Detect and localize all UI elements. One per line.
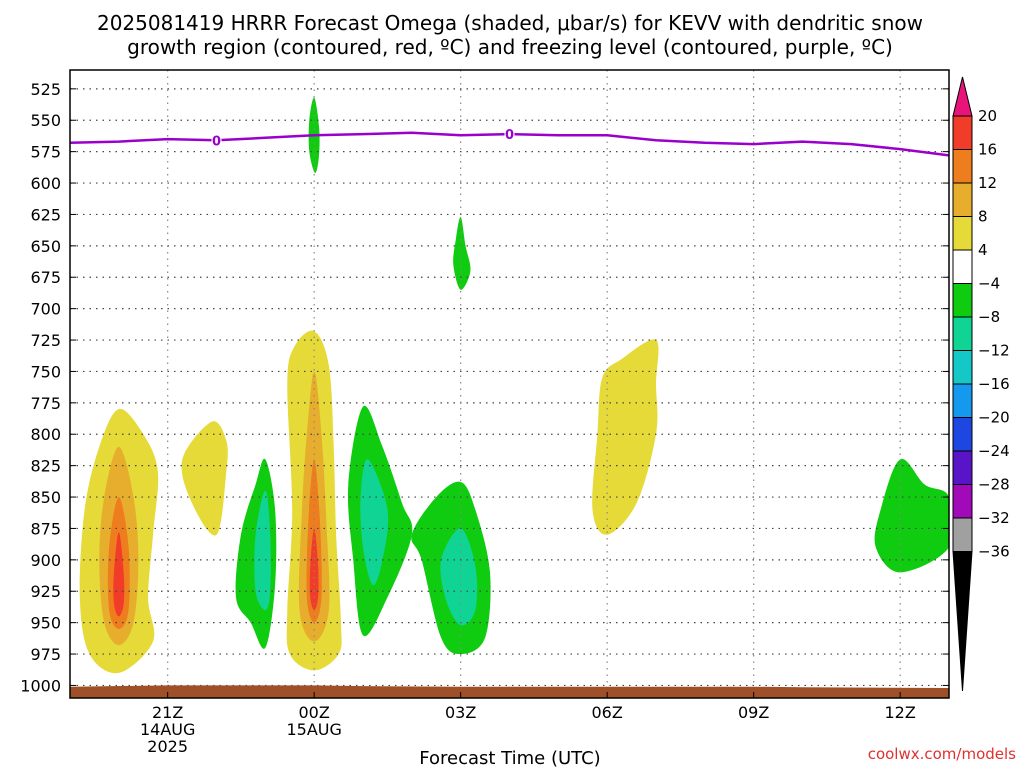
omega-region [453, 216, 471, 290]
colorbar-label: −28 [978, 476, 1010, 494]
y-tick-label: 875 [30, 519, 61, 538]
omega-shading [79, 97, 949, 674]
colorbar-label: 12 [978, 174, 997, 192]
y-tick-label: 850 [30, 488, 61, 507]
y-tick-label: 925 [30, 582, 61, 601]
colorbar-swatch [952, 484, 973, 519]
omega-region [181, 421, 228, 536]
x-tick-label: 21Z [152, 703, 183, 722]
surface-terrain [70, 685, 949, 698]
contour-label-bg [211, 132, 222, 148]
omega-region [360, 459, 389, 586]
y-tick-label: 750 [30, 362, 61, 381]
chart-title-line-2: growth region (contoured, red, ºC) and f… [127, 35, 893, 59]
surface-fill [70, 685, 949, 698]
y-tick-label: 725 [30, 331, 61, 350]
colorbar-swatch [952, 115, 973, 150]
y-tick-label: 550 [30, 111, 61, 130]
x-tick-label: 09Z [738, 703, 769, 722]
colorbar-swatch [952, 249, 973, 284]
colorbar-label: −12 [978, 342, 1010, 360]
colorbar-swatch [952, 383, 973, 418]
colorbar-swatch [952, 551, 973, 692]
y-tick-label: 975 [30, 645, 61, 664]
plot-area [70, 70, 949, 698]
y-tick-label: 575 [30, 143, 61, 162]
omega-region [440, 528, 478, 626]
colorbar-label: −4 [978, 275, 1000, 293]
y-tick-label: 525 [30, 80, 61, 99]
colorbar-swatch [952, 149, 973, 184]
y-tick-label: 825 [30, 457, 61, 476]
colorbar-swatch [952, 76, 973, 117]
colorbar-swatch [952, 283, 973, 318]
colorbar-swatch [952, 450, 973, 485]
y-tick-label: 900 [30, 551, 61, 570]
colorbar-label: 20 [978, 107, 997, 125]
y-tick-label: 1000 [20, 676, 61, 695]
y-tick-label: 625 [30, 205, 61, 224]
y-tick-label: 950 [30, 614, 61, 633]
colorbar-label: −32 [978, 509, 1010, 527]
colorbar-label: 8 [978, 208, 988, 226]
y-axis: 525 550 575 600 625 650 675 700 725 750 775 800 825 8… [20, 80, 949, 695]
colorbar-label: −24 [978, 442, 1010, 460]
x-tick-label: 14AUG [140, 720, 195, 739]
credit-text: coolwx.com/models [868, 745, 1016, 763]
omega-region [309, 528, 319, 611]
omega-region [592, 339, 659, 535]
freezing-level-label: 0 [212, 134, 221, 149]
colorbar-label: −36 [978, 543, 1010, 561]
colorbar-swatch [952, 216, 973, 251]
plot-frame [69, 69, 950, 699]
y-tick-label: 600 [30, 174, 61, 193]
y-tick-label: 650 [30, 237, 61, 256]
colorbar: 20 16 12 8 4 −4 −8 −12 −16 −20 −24 −28 −32 −36 [952, 76, 1010, 692]
x-tick-label: 00Z [299, 703, 330, 722]
y-tick-label: 800 [30, 425, 61, 444]
gridlines [70, 70, 949, 698]
omega-region [113, 532, 125, 617]
colorbar-swatch [952, 517, 973, 552]
colorbar-label: −16 [978, 375, 1010, 393]
colorbar-label: −8 [978, 308, 1000, 326]
freezing-level-label: 0 [505, 128, 514, 143]
chart-title-line-1: 2025081419 HRRR Forecast Omega (shaded, … [97, 11, 923, 35]
x-tick-label: 12Z [885, 703, 916, 722]
x-axis-label: Forecast Time (UTC) [419, 748, 600, 768]
x-tick-label: 03Z [445, 703, 476, 722]
colorbar-label: −20 [978, 409, 1010, 427]
colorbar-swatch [952, 182, 973, 217]
x-tick-label: 15AUG [286, 720, 341, 739]
colorbar-swatch [952, 350, 973, 385]
omega-region [254, 490, 271, 611]
y-tick-label: 775 [30, 394, 61, 413]
y-tick-label: 700 [30, 300, 61, 319]
colorbar-swatch [952, 316, 973, 351]
y-tick-label: 675 [30, 268, 61, 287]
x-tick-label: 06Z [592, 703, 623, 722]
x-tick-label: 2025 [147, 737, 188, 756]
colorbar-label: 16 [978, 141, 997, 159]
contour-label-bg [504, 126, 515, 142]
omega-region [874, 459, 949, 573]
colorbar-swatch [952, 417, 973, 452]
colorbar-label: 4 [978, 241, 988, 259]
